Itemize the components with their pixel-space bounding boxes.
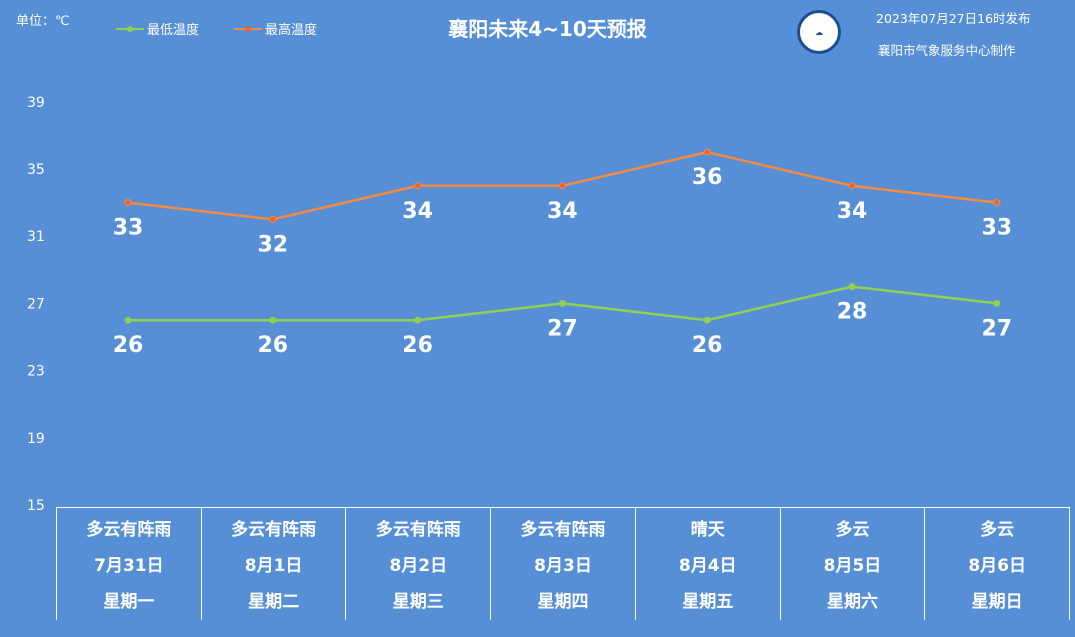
day-column: 多云有阵雨 7月31日星期一 — [57, 508, 202, 620]
data-label: 27 — [547, 316, 578, 341]
data-point[interactable] — [124, 316, 132, 324]
data-point[interactable] — [414, 316, 422, 324]
day-column: 多云有阵雨 8月1日星期二 — [202, 508, 347, 620]
data-label: 26 — [692, 333, 723, 358]
day-weather: 多云有阵雨 — [375, 520, 461, 540]
day-week: 星期四 — [537, 592, 589, 612]
day-column: 晴天 8月4日星期五 — [636, 508, 781, 620]
data-label: 34 — [547, 199, 578, 224]
day-weather: 多云有阵雨 — [231, 520, 317, 540]
day-column: 多云有阵雨 8月2日星期三 — [346, 508, 492, 620]
y-tick-label: 31 — [27, 229, 45, 245]
data-point[interactable] — [269, 215, 277, 223]
day-date: 8月3日 — [534, 556, 592, 576]
day-date: 8月4日 — [678, 556, 737, 576]
data-point[interactable] — [848, 283, 856, 291]
data-point[interactable] — [993, 299, 1001, 307]
day-weather: 多云有阵雨 — [86, 520, 172, 540]
maker-label: 襄阳市气象服务中心制作 — [878, 43, 1016, 58]
data-label: 33 — [981, 216, 1012, 241]
data-label: 28 — [837, 300, 868, 325]
day-date: 8月5日 — [823, 556, 882, 576]
legend-min-label: 最低温度 — [147, 23, 200, 38]
data-point[interactable] — [848, 182, 856, 190]
y-tick-label: 15 — [27, 498, 45, 514]
y-tick-label: 35 — [27, 162, 45, 178]
data-label: 34 — [837, 199, 868, 224]
day-week: 星期二 — [248, 592, 300, 612]
day-week: 星期一 — [103, 592, 155, 612]
day-week: 星期六 — [826, 592, 878, 612]
forecast-table: 多云有阵雨 7月31日 星期一 多云有阵雨 8月1日 星期二 多云有阵雨 8月2日 星期三 多云有… — [56, 507, 1070, 620]
chart-title: 襄阳未来4~10天预报 — [448, 17, 647, 41]
data-label: 27 — [981, 316, 1012, 341]
y-tick-label: 19 — [27, 431, 45, 447]
day-date: 8月2日 — [389, 556, 448, 576]
data-label: 33 — [113, 216, 144, 241]
day-column: 多云 8月6日星期日 — [925, 508, 1069, 620]
data-point[interactable] — [124, 199, 132, 207]
data-point[interactable] — [993, 199, 1001, 207]
day-date: 7月31日 — [94, 556, 164, 576]
day-weather: 多云 — [980, 520, 1015, 540]
data-label: 34 — [402, 199, 433, 224]
data-label: 36 — [692, 165, 723, 190]
day-date: 8月1日 — [244, 556, 303, 576]
day-column: 多云 8月5日星期六 — [781, 508, 926, 620]
data-label: 26 — [113, 333, 144, 358]
y-tick-label: 23 — [27, 364, 45, 380]
data-point[interactable] — [269, 316, 277, 324]
data-point[interactable] — [558, 299, 566, 307]
day-column: 多云有阵雨 8月3日星期四 — [491, 508, 636, 620]
day-date: 8月6日 — [968, 556, 1026, 576]
y-tick-label: 27 — [27, 296, 45, 312]
logo: ☁ — [797, 10, 841, 54]
day-week: 星期五 — [682, 592, 734, 612]
y-tick-label: 39 — [27, 95, 45, 111]
day-weather: 多云有阵雨 — [520, 520, 606, 540]
publish-time: 2023年07月27日16时发布 — [876, 11, 1031, 26]
data-point[interactable] — [558, 182, 566, 190]
data-label: 26 — [402, 333, 433, 358]
day-weather: 多云 — [835, 520, 870, 540]
day-week: 星期日 — [971, 592, 1023, 612]
data-label: 26 — [257, 333, 288, 358]
data-point[interactable] — [414, 182, 422, 190]
legend-max-label: 最高温度 — [265, 23, 318, 38]
day-weather: 晴天 — [690, 520, 725, 540]
data-label: 32 — [257, 232, 288, 257]
unit-label: 单位：℃ — [16, 14, 70, 29]
legend-max[interactable]: 最高温度 — [234, 19, 317, 38]
data-point[interactable] — [703, 316, 711, 324]
data-point[interactable] — [703, 148, 711, 156]
legend-min[interactable]: 最低温度 — [116, 19, 199, 38]
day-week: 星期三 — [392, 592, 444, 612]
